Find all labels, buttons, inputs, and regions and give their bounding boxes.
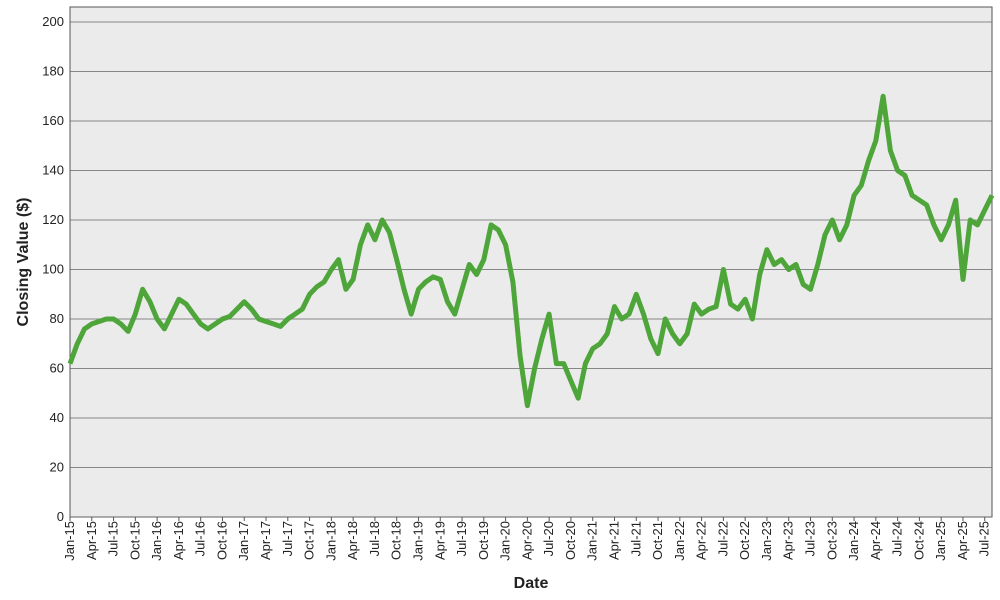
x-tick-label: Jan-23 — [759, 521, 774, 561]
y-tick-label: 0 — [57, 509, 64, 524]
y-tick-label: 200 — [42, 14, 64, 29]
x-tick-label: Oct-15 — [127, 521, 142, 560]
x-axis-title: Date — [514, 575, 549, 592]
x-tick-label: Apr-16 — [171, 521, 186, 560]
x-tick-label: Jul-19 — [454, 521, 469, 556]
x-tick-label: Jul-20 — [541, 521, 556, 556]
x-tick-label: Jul-22 — [715, 521, 730, 556]
y-tick-label: 60 — [50, 361, 64, 376]
x-tick-label: Jul-24 — [890, 521, 905, 556]
y-tick-label: 120 — [42, 212, 64, 227]
x-tick-label: Jan-24 — [846, 521, 861, 561]
plot-area — [69, 6, 993, 518]
x-tick-label: Jul-16 — [193, 521, 208, 556]
y-tick-label: 160 — [42, 113, 64, 128]
y-tick-label: 140 — [42, 163, 64, 178]
y-tick-label: 100 — [42, 262, 64, 277]
y-tick-label: 40 — [50, 410, 64, 425]
x-tick-label: Jul-23 — [803, 521, 818, 556]
x-tick-label: Jan-17 — [236, 521, 251, 561]
x-tick-label: Jan-20 — [498, 521, 513, 561]
y-tick-label: 180 — [42, 64, 64, 79]
x-tick-label: Jan-22 — [672, 521, 687, 561]
x-tick-label: Apr-17 — [258, 521, 273, 560]
x-tick-label: Jan-16 — [149, 521, 164, 561]
x-tick-label: Apr-20 — [519, 521, 534, 560]
x-tick-label: Oct-22 — [737, 521, 752, 560]
y-tick-label: 20 — [50, 460, 64, 475]
x-tick-label: Apr-24 — [868, 521, 883, 560]
x-tick-label: Oct-21 — [650, 521, 665, 560]
x-tick-label: Jul-15 — [106, 521, 121, 556]
y-tick-label: 80 — [50, 311, 64, 326]
x-tick-label: Jul-21 — [628, 521, 643, 556]
y-axis-title: Closing Value ($) — [15, 198, 32, 327]
x-tick-label: Oct-16 — [214, 521, 229, 560]
x-tick-label: Oct-23 — [824, 521, 839, 560]
x-tick-label: Apr-21 — [606, 521, 621, 560]
x-tick-label: Jan-21 — [585, 521, 600, 561]
x-tick-label: Jul-25 — [977, 521, 992, 556]
x-tick-label: Oct-17 — [302, 521, 317, 560]
x-tick-label: Jan-25 — [933, 521, 948, 561]
x-tick-label: Jul-18 — [367, 521, 382, 556]
x-tick-label: Oct-19 — [476, 521, 491, 560]
x-tick-label: Apr-19 — [432, 521, 447, 560]
x-tick-label: Jan-18 — [323, 521, 338, 561]
x-tick-label: Apr-18 — [345, 521, 360, 560]
x-tick-label: Oct-18 — [389, 521, 404, 560]
x-tick-label: Apr-25 — [955, 521, 970, 560]
x-tick-label: Oct-20 — [563, 521, 578, 560]
x-tick-label: Apr-15 — [84, 521, 99, 560]
x-tick-label: Jan-15 — [62, 521, 77, 561]
x-tick-label: Jul-17 — [280, 521, 295, 556]
x-tick-label: Oct-24 — [911, 521, 926, 560]
x-tick-label: Apr-23 — [781, 521, 796, 560]
data-line — [67, 93, 995, 409]
x-tick-label: Apr-22 — [694, 521, 709, 560]
x-tick-label: Jan-19 — [410, 521, 425, 561]
